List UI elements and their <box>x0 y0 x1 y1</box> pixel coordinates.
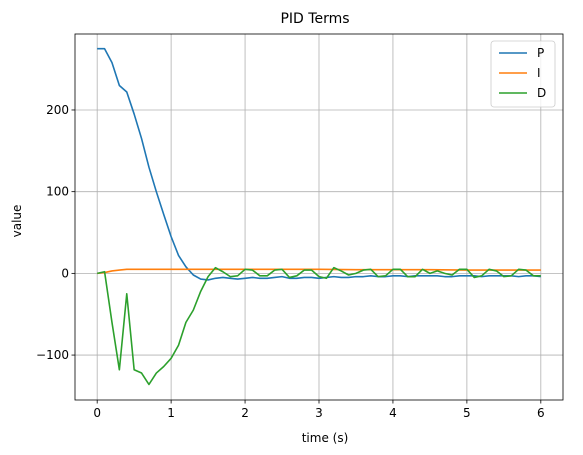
legend: PID <box>490 40 556 108</box>
legend-box <box>490 40 556 108</box>
x-tick-label: 2 <box>241 406 249 420</box>
y-tick-label: −100 <box>36 348 69 362</box>
y-tick-label: 0 <box>61 266 69 280</box>
x-tick-label: 5 <box>463 406 471 420</box>
series-line-i <box>97 268 541 275</box>
legend-label-d: D <box>537 86 546 100</box>
legend-label-p: P <box>537 46 544 60</box>
x-tick-label: 6 <box>537 406 545 420</box>
x-axis-ticks: 0 1 2 3 4 5 6 <box>93 400 545 420</box>
y-tick-label: 100 <box>46 185 69 199</box>
x-tick-label: 1 <box>167 406 175 420</box>
x-tick-label: 0 <box>93 406 101 420</box>
grid-lines <box>75 34 563 400</box>
legend-label-i: I <box>537 66 541 80</box>
x-axis-label: time (s) <box>302 431 349 445</box>
series-line-d <box>97 266 541 386</box>
x-tick-label: 3 <box>315 406 323 420</box>
y-tick-label: 200 <box>46 103 69 117</box>
y-axis-ticks: −100 0 100 200 <box>36 103 75 362</box>
chart-title: PID Terms <box>280 11 349 27</box>
plot-area <box>97 47 541 386</box>
x-tick-label: 4 <box>389 406 397 420</box>
series-line-p <box>97 47 541 281</box>
y-axis-label: value <box>10 205 24 238</box>
